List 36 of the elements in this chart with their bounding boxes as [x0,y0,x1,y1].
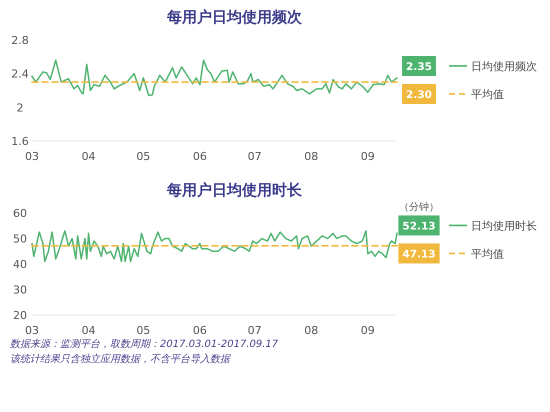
x-tick-label: 05 [136,324,150,337]
legend-label: 日均使用时长 [471,219,537,232]
y-tick-label: 20 [13,309,27,322]
data-label: 2.35 [406,60,432,73]
x-tick-label: 06 [192,324,207,337]
y-tick-label: 50 [13,232,27,246]
x-tick-label: 08 [304,324,318,337]
x-tick-label: 03 [25,324,39,337]
data-label: 47.13 [402,248,436,260]
y-tick-label: 60 [13,207,27,220]
x-tick-label: 04 [82,324,96,337]
x-tick-label: 09 [360,150,375,163]
y-tick-label: 2.8 [11,34,29,47]
chart-title: 每用户日均使用频次 [166,8,303,26]
x-tick-label: 08 [304,150,318,163]
legend-label: 平均值 [471,247,504,260]
x-tick-label: 07 [248,324,262,337]
legend-label: 日均使用频次 [471,60,537,73]
x-tick-label: 06 [192,150,207,163]
x-tick-label: 07 [248,150,262,163]
data-label: 52.13 [402,220,436,232]
x-tick-label: 09 [360,324,375,337]
chart-title: 每用户日均使用时长 [166,181,303,199]
data-label: 2.30 [406,88,432,101]
text: （分钟） [399,201,439,213]
y-tick-label: 40 [13,258,27,271]
x-tick-label: 03 [25,150,39,163]
x-tick-label: 04 [82,150,96,163]
source-note: 数据来源：监测平台，取数周期：2017.03.01-2017.09.17 [10,338,279,350]
x-tick-label: 05 [136,150,150,163]
y-tick-label: 1.6 [11,135,29,148]
y-tick-label: 30 [13,284,27,296]
text: 该统计结果只含独立应用数据，不含平台导入数据 [10,353,231,365]
y-tick-label: 2.4 [11,68,29,81]
legend-label: 平均值 [471,88,504,101]
y-tick-label: 2 [16,101,24,114]
